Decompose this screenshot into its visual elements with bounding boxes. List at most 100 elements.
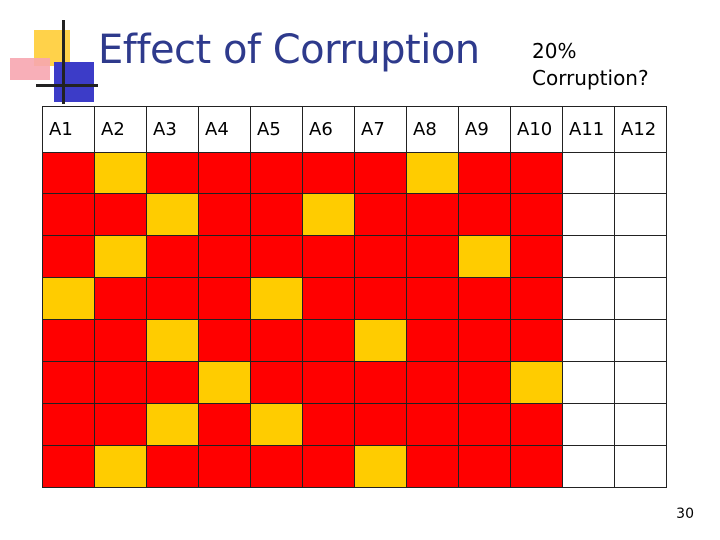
header-a10: A10: [510, 106, 563, 153]
grid-cell-yellow: [42, 277, 95, 320]
header-a12: A12: [614, 106, 667, 153]
grid-row: [42, 403, 667, 446]
grid-cell-empty: [614, 445, 667, 488]
grid-cell-red: [198, 193, 251, 236]
grid-cell-red: [42, 361, 95, 404]
grid-cell-empty: [614, 361, 667, 404]
grid-cell-yellow: [510, 361, 563, 404]
grid-cell-red: [458, 193, 511, 236]
grid-cell-red: [354, 235, 407, 278]
header-a6: A6: [302, 106, 355, 153]
grid-cell-red: [510, 193, 563, 236]
grid-cell-empty: [562, 277, 615, 320]
grid-cell-yellow: [146, 403, 199, 446]
grid-cell-yellow: [94, 445, 147, 488]
grid-header-row: A1 A2 A3 A4 A5 A6 A7 A8 A9 A10 A11 A12: [42, 106, 667, 153]
grid-row: [42, 193, 667, 236]
grid-cell-red: [198, 319, 251, 362]
grid-cell-red: [302, 403, 355, 446]
grid-cell-red: [406, 235, 459, 278]
grid-cell-red: [146, 235, 199, 278]
grid-cell-red: [198, 277, 251, 320]
header-a1: A1: [42, 106, 95, 153]
grid-cell-red: [458, 361, 511, 404]
grid-cell-red: [302, 319, 355, 362]
grid-cell-red: [354, 152, 407, 194]
grid-cell-red: [458, 319, 511, 362]
grid-row: [42, 319, 667, 362]
grid-cell-red: [510, 403, 563, 446]
grid-cell-yellow: [354, 445, 407, 488]
header-a8: A8: [406, 106, 459, 153]
grid-row: [42, 152, 667, 194]
grid-cell-yellow: [250, 277, 303, 320]
grid-cell-red: [406, 277, 459, 320]
grid-cell-empty: [614, 319, 667, 362]
grid-cell-empty: [614, 235, 667, 278]
grid-cell-red: [198, 235, 251, 278]
grid-cell-red: [302, 361, 355, 404]
corruption-note-percent: 20%: [532, 39, 577, 63]
grid-row: [42, 277, 667, 320]
grid-cell-red: [42, 445, 95, 488]
header-a5: A5: [250, 106, 303, 153]
grid-cell-red: [302, 277, 355, 320]
grid-cell-yellow: [406, 152, 459, 194]
grid-cell-red: [458, 403, 511, 446]
grid-cell-red: [406, 319, 459, 362]
grid-row: [42, 445, 667, 488]
grid-cell-red: [94, 403, 147, 446]
grid-cell-empty: [562, 445, 615, 488]
header-a2: A2: [94, 106, 147, 153]
header-a4: A4: [198, 106, 251, 153]
grid-cell-red: [510, 319, 563, 362]
grid-cell-red: [42, 235, 95, 278]
grid-cell-empty: [562, 235, 615, 278]
grid-cell-empty: [614, 193, 667, 236]
grid-cell-red: [510, 152, 563, 194]
grid-cell-red: [42, 193, 95, 236]
corruption-note: 20% Corruption?: [532, 38, 692, 92]
grid-cell-empty: [562, 152, 615, 194]
grid-cell-red: [198, 152, 251, 194]
grid-cell-red: [94, 193, 147, 236]
grid-cell-yellow: [94, 152, 147, 194]
grid-cell-empty: [562, 319, 615, 362]
corruption-grid: A1 A2 A3 A4 A5 A6 A7 A8 A9 A10 A11 A12: [42, 106, 667, 488]
grid-cell-red: [406, 193, 459, 236]
grid-cell-red: [302, 445, 355, 488]
grid-cell-red: [42, 152, 95, 194]
grid-cell-yellow: [198, 361, 251, 404]
grid-cell-red: [354, 361, 407, 404]
grid-cell-red: [406, 403, 459, 446]
grid-cell-red: [354, 403, 407, 446]
grid-cell-red: [510, 235, 563, 278]
grid-cell-yellow: [250, 403, 303, 446]
grid-cell-red: [94, 277, 147, 320]
header-a9: A9: [458, 106, 511, 153]
grid-cell-red: [198, 445, 251, 488]
grid-cell-red: [458, 277, 511, 320]
grid-cell-red: [354, 277, 407, 320]
grid-cell-red: [250, 193, 303, 236]
grid-cell-red: [458, 152, 511, 194]
decorative-logo: [0, 0, 100, 110]
logo-pink-square: [10, 58, 50, 80]
grid-cell-red: [250, 361, 303, 404]
grid-cell-red: [510, 445, 563, 488]
grid-cell-red: [146, 361, 199, 404]
grid-cell-empty: [614, 277, 667, 320]
logo-blue-square: [54, 62, 94, 102]
grid-cell-yellow: [354, 319, 407, 362]
grid-cell-empty: [562, 361, 615, 404]
grid-cell-red: [146, 152, 199, 194]
grid-cell-red: [94, 361, 147, 404]
grid-cell-yellow: [146, 193, 199, 236]
grid-cell-red: [458, 445, 511, 488]
grid-cell-empty: [614, 152, 667, 194]
header-a7: A7: [354, 106, 407, 153]
grid-cell-red: [302, 235, 355, 278]
grid-cell-red: [42, 319, 95, 362]
grid-row: [42, 361, 667, 404]
grid-cell-empty: [562, 193, 615, 236]
